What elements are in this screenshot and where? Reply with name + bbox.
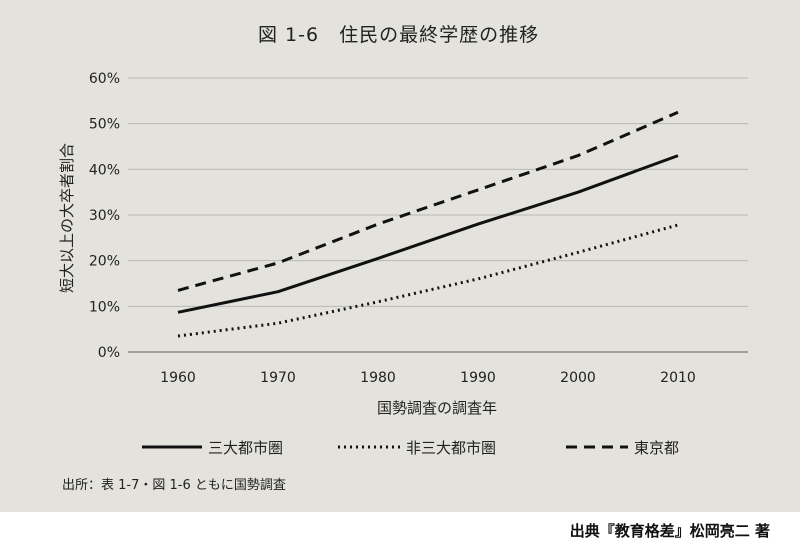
y-tick-label: 0%: [98, 345, 120, 361]
x-tick-label: 2010: [660, 370, 696, 386]
legend-label: 非三大都市圏: [406, 438, 497, 457]
legend-item-dashed: 東京都: [566, 434, 679, 460]
series-lines: [177, 110, 679, 338]
chart-page: 図 1-6 住民の最終学歴の推移 0% 10% 20% 30% 40% 50% 60% 196…: [0, 0, 800, 512]
x-tick-label: 2000: [560, 370, 596, 386]
y-axis-label: 短大以上の大卒者割合: [58, 143, 76, 293]
y-tick-label: 20%: [89, 254, 120, 270]
legend-swatch-dashed: [566, 445, 628, 449]
credit-text: 出典『教育格差』松岡亮二 著: [569, 522, 770, 540]
legend-item-dotted: 非三大都市圏: [338, 434, 496, 460]
series-line-solid: [177, 154, 679, 314]
chart-title: 図 1-6 住民の最終学歴の推移: [258, 24, 540, 46]
series-line-dotted: [177, 223, 679, 338]
line-chart: 0% 10% 20% 30% 40% 50% 60% 1960 1970 1980 1990 2000…: [58, 71, 748, 417]
legend-swatch-solid: [142, 445, 202, 449]
x-tick-label: 1990: [460, 370, 496, 386]
legend-label: 東京都: [634, 438, 680, 457]
source-note: 出所：表 1-7・図 1-6 ともに国勢調査: [62, 478, 286, 493]
legend-label: 三大都市圏: [208, 438, 284, 457]
x-tick-label: 1970: [260, 370, 296, 386]
y-tick-label: 50%: [89, 117, 120, 133]
series-line-dashed: [177, 110, 679, 292]
y-tick-label: 60%: [89, 71, 120, 87]
tick-labels: 0% 10% 20% 30% 40% 50% 60% 1960 1970 1980 1990 2000…: [89, 71, 696, 386]
grid: [128, 77, 748, 353]
x-axis-label: 国勢調査の調査年: [377, 399, 497, 417]
x-tick-label: 1980: [360, 370, 396, 386]
x-tick-label: 1960: [160, 370, 196, 386]
y-tick-label: 30%: [89, 208, 120, 224]
legend-swatch-dotted: [338, 445, 400, 449]
legend-item-solid: 三大都市圏: [142, 434, 283, 460]
legend: 三大都市圏 非三大都市圏 東京都: [142, 434, 762, 460]
y-tick-label: 10%: [89, 299, 120, 315]
y-tick-label: 40%: [89, 162, 120, 178]
